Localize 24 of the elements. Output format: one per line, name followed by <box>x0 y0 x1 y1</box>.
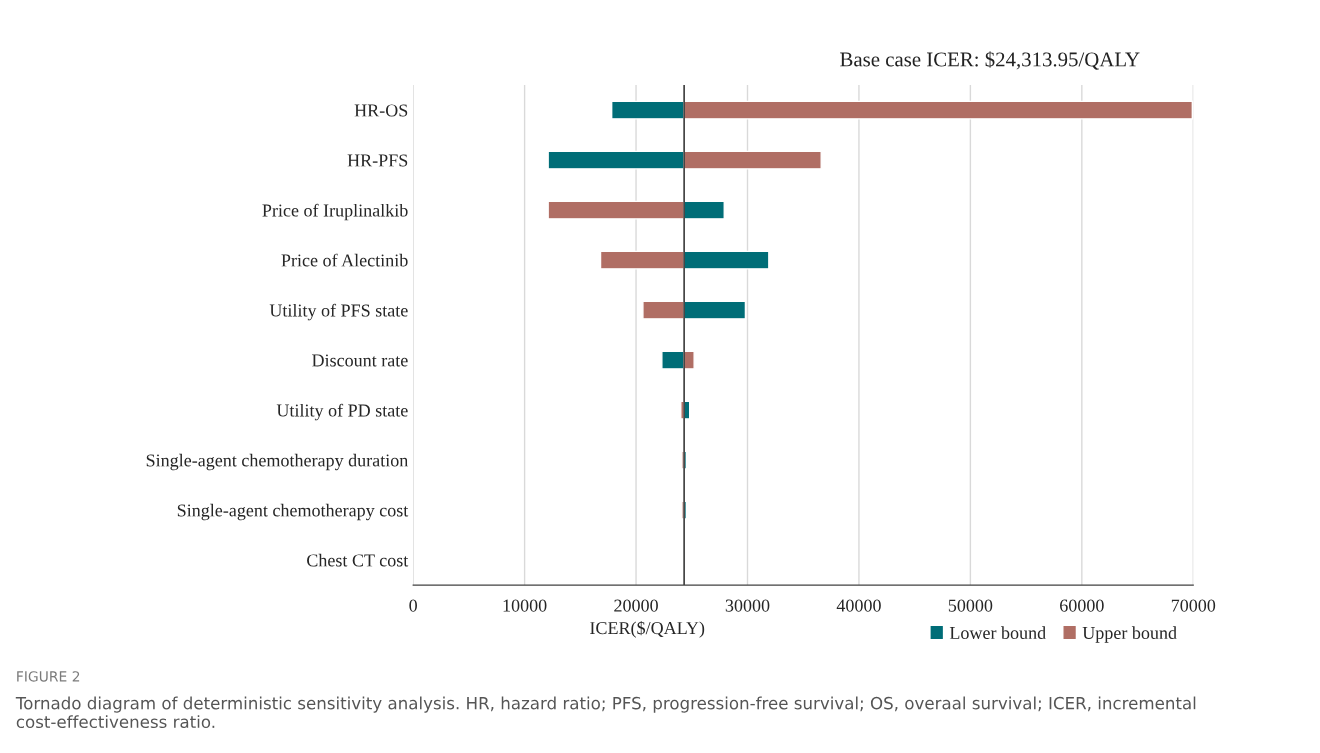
text: Tornado diagram of deterministic sensitivity analysis. HR, hazard ratio; PFS, progression-free survival; OS, overaal survival; ICER, incremental cost-effectiveness ratio. <box>15 696 1196 729</box>
caption: FIGURE 2 <box>17 671 80 682</box>
x-tick-label: 0 <box>409 599 417 612</box>
legend-label: Upper bound <box>1082 626 1177 643</box>
x-tick-label: 30000 <box>725 599 770 612</box>
legend-label: Lower bound <box>949 626 1046 640</box>
y-tick-label: Utility of PFS state <box>269 303 408 321</box>
x-tick-label: 50000 <box>948 599 993 612</box>
y-tick-label: Discount rate <box>312 354 408 367</box>
x-tick-label: 40000 <box>836 599 881 612</box>
y-tick-label: HR-PFS <box>347 154 408 167</box>
x-tick-label: 60000 <box>1060 599 1104 612</box>
x-axis-title: ICER($/QALY) <box>590 620 705 638</box>
y-tick-label: Chest CT cost <box>307 553 409 567</box>
y-tick-label: Price of Alectinib <box>281 253 408 267</box>
x-tick-label: 10000 <box>503 599 547 612</box>
y-tick-label: HR-OS <box>354 104 408 117</box>
y-tick-label: Single-agent chemotherapy duration <box>146 453 409 471</box>
x-tick-label: 70000 <box>1171 599 1216 612</box>
y-tick-label: Price of Iruplinalkib <box>262 203 408 221</box>
y-tick-label: Utility of PD state <box>276 403 408 421</box>
x-tick-label: 20000 <box>614 599 658 612</box>
y-tick-label: Single-agent chemotherapy cost <box>177 503 409 521</box>
text: Base case ICER: $24,313.95/QALY <box>840 51 1140 70</box>
